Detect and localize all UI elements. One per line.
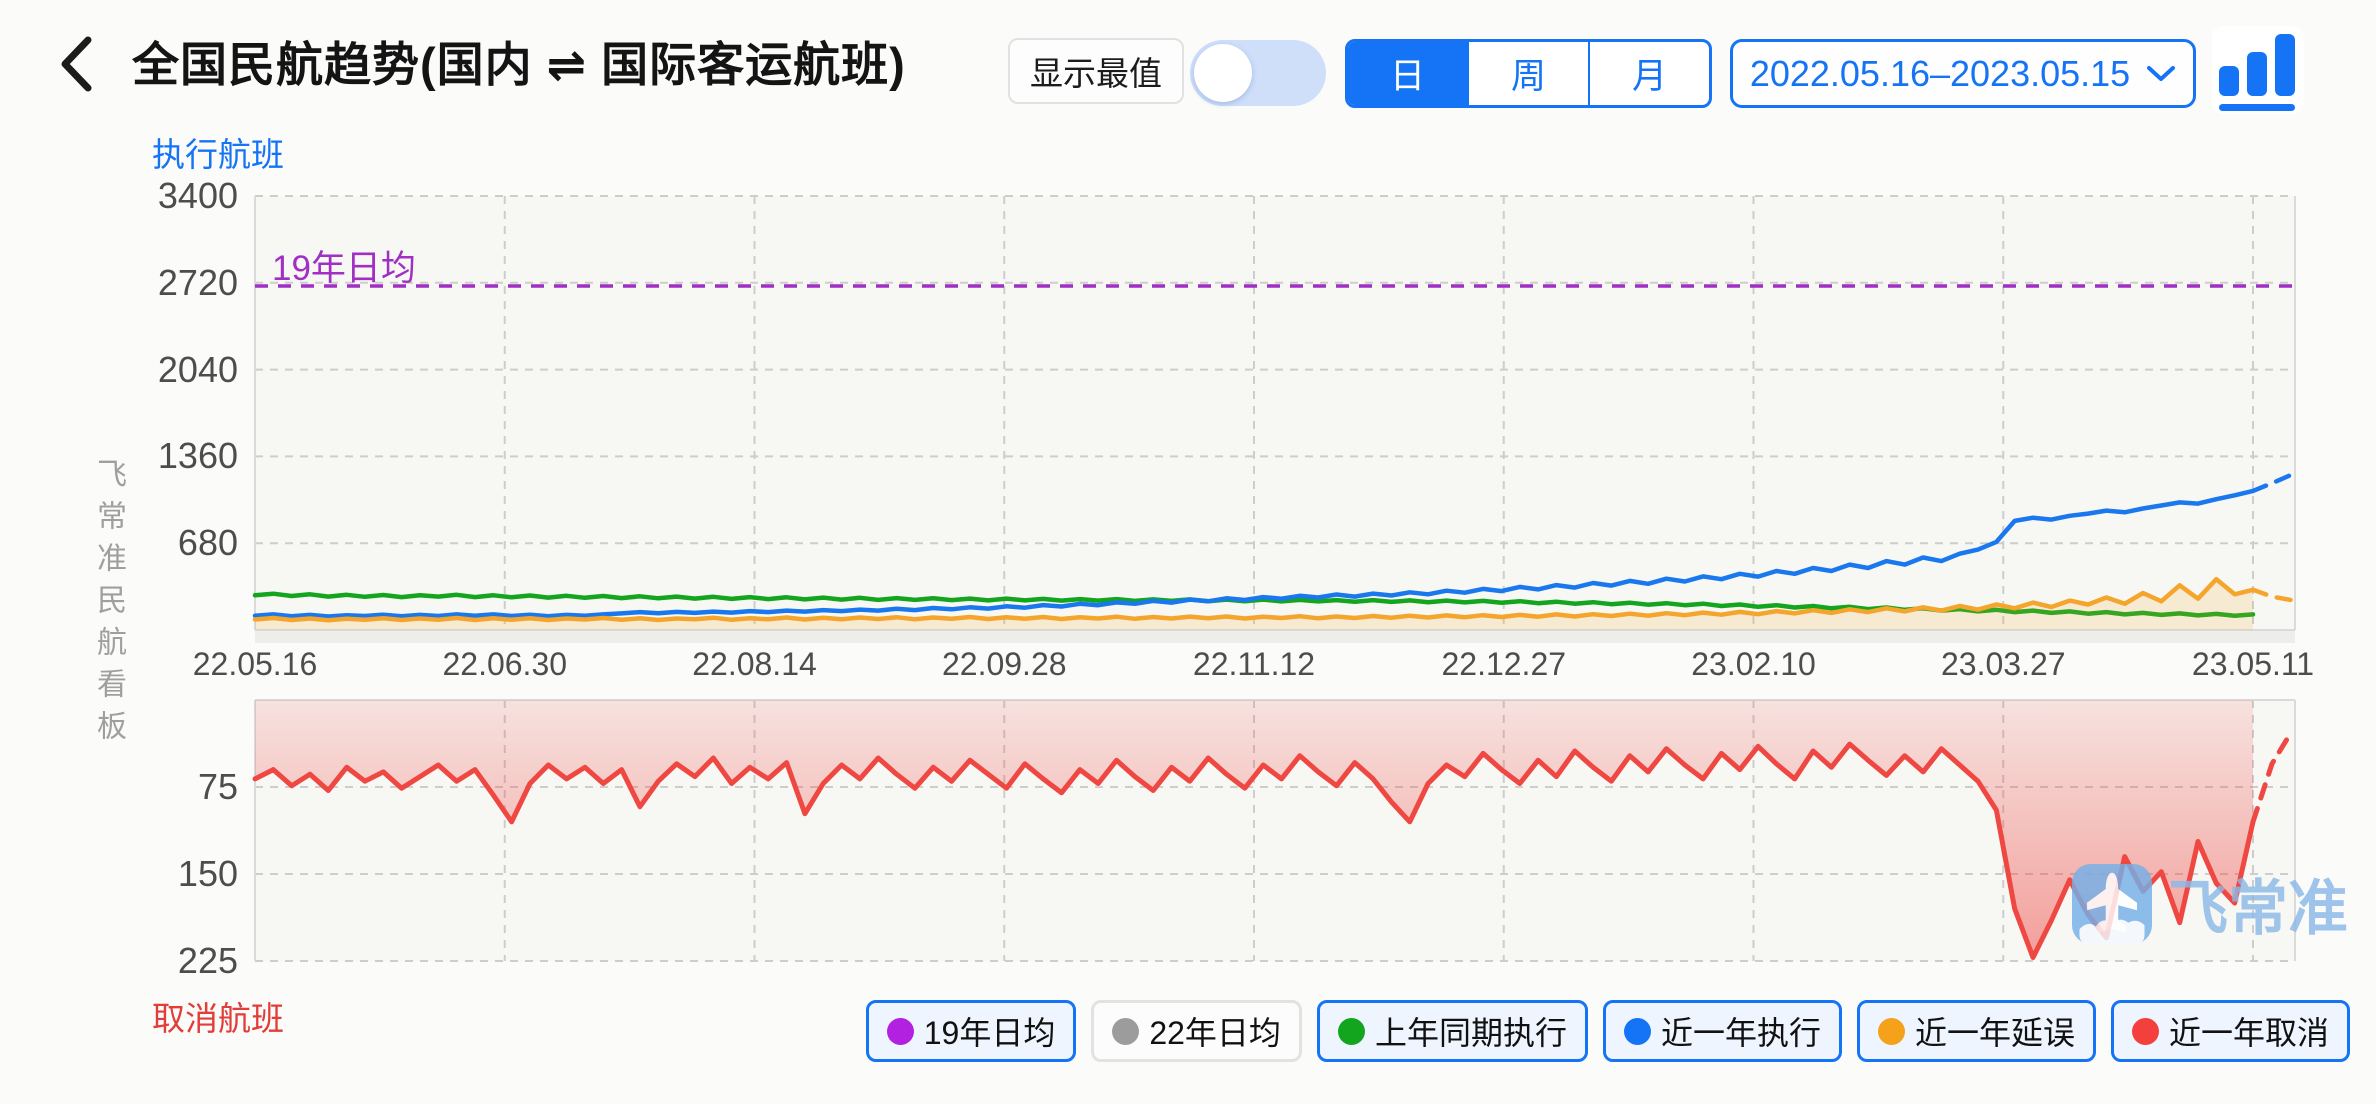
ytick-label: 3400 — [157, 175, 238, 216]
chart-type-button[interactable] — [2212, 26, 2304, 114]
xtick-label: 22.09.28 — [941, 646, 1067, 682]
legend-item-recent-cancelled[interactable]: 近一年取消 — [2110, 1000, 2350, 1062]
tab-week[interactable]: 周 — [1467, 42, 1588, 105]
date-range-value: 2022.05.16–2023.05.15 — [1749, 52, 2131, 94]
legend-item-avg-2019[interactable]: 19年日均 — [865, 1000, 1077, 1062]
legend-item-recent-delayed[interactable]: 近一年延误 — [1856, 1000, 2096, 1062]
back-chevron-icon — [57, 35, 95, 98]
tab-day[interactable]: 日 — [1348, 42, 1467, 105]
ytick-label: 225 — [177, 940, 238, 981]
xtick-label: 23.03.27 — [1940, 646, 2066, 682]
legend-dot-recent-delayed — [1877, 1017, 1905, 1045]
date-range-selector[interactable]: 2022.05.16–2023.05.15 — [1730, 39, 2196, 108]
legend-dot-recent-executed — [1623, 1017, 1651, 1045]
show-max-toggle[interactable] — [1190, 40, 1326, 106]
bar-chart-icon — [2217, 28, 2299, 112]
bottom-axis-title: 取消航班 — [152, 1000, 284, 1037]
legend-label: 近一年延误 — [1914, 1015, 2075, 1051]
legend-dot-recent-cancelled — [2131, 1017, 2159, 1045]
page-title: 全国民航趋势(国内 ⇌ 国际客运航班) — [132, 38, 906, 91]
legend-dot-avg-2019 — [886, 1017, 914, 1045]
legend-label: 上年同期执行 — [1374, 1015, 1567, 1051]
legend: 19年日均 22年日均 上年同期执行 近一年执行 近一年延误 近一年取消 — [865, 1000, 2350, 1062]
xtick-label: 22.08.14 — [692, 646, 817, 682]
side-watermark-text: 飞常准民航看板 — [92, 458, 125, 752]
brand-watermark-label: 飞常准 — [2168, 875, 2348, 942]
xtick-label: 22.05.16 — [192, 646, 318, 682]
xtick-label: 23.02.10 — [1691, 646, 1816, 682]
tab-month[interactable]: 月 — [1588, 42, 1709, 105]
brand-watermark: 飞常准 — [2072, 860, 2348, 947]
ytick-label: 2720 — [157, 261, 238, 303]
legend-label: 22年日均 — [1149, 1015, 1281, 1051]
ytick-label: 1360 — [157, 435, 238, 477]
chevron-down-icon — [2146, 64, 2176, 84]
reference-line-label: 19年日均 — [272, 249, 416, 288]
show-max-label: 显示最值 — [1008, 38, 1184, 104]
show-max-label-text: 显示最值 — [1030, 55, 1162, 92]
toggle-knob — [1194, 44, 1252, 102]
legend-label: 近一年取消 — [2168, 1015, 2329, 1051]
legend-label: 19年日均 — [923, 1015, 1056, 1051]
brand-logo-icon — [2072, 863, 2152, 944]
xtick-label: 22.11.12 — [1192, 646, 1316, 682]
period-segmented-control: 日 周 月 — [1345, 39, 1712, 108]
xtick-label: 22.12.27 — [1441, 646, 1567, 682]
ytick-label: 150 — [177, 853, 238, 894]
legend-item-avg-2022[interactable]: 22年日均 — [1091, 1000, 1302, 1062]
back-button[interactable] — [48, 36, 104, 96]
top-axis-title: 执行航班 — [152, 136, 284, 173]
legend-dot-prev-year-executed — [1337, 1017, 1365, 1045]
xtick-label: 23.05.11 — [2191, 646, 2315, 682]
ytick-label: 75 — [197, 766, 238, 807]
ytick-label: 2040 — [157, 348, 238, 390]
legend-label: 近一年执行 — [1660, 1015, 1821, 1051]
legend-dot-avg-2022 — [1112, 1017, 1140, 1045]
xtick-label: 22.06.30 — [442, 646, 568, 682]
legend-item-prev-year-executed[interactable]: 上年同期执行 — [1316, 1000, 1588, 1062]
ytick-label: 680 — [177, 522, 238, 564]
legend-item-recent-executed[interactable]: 近一年执行 — [1602, 1000, 1842, 1062]
